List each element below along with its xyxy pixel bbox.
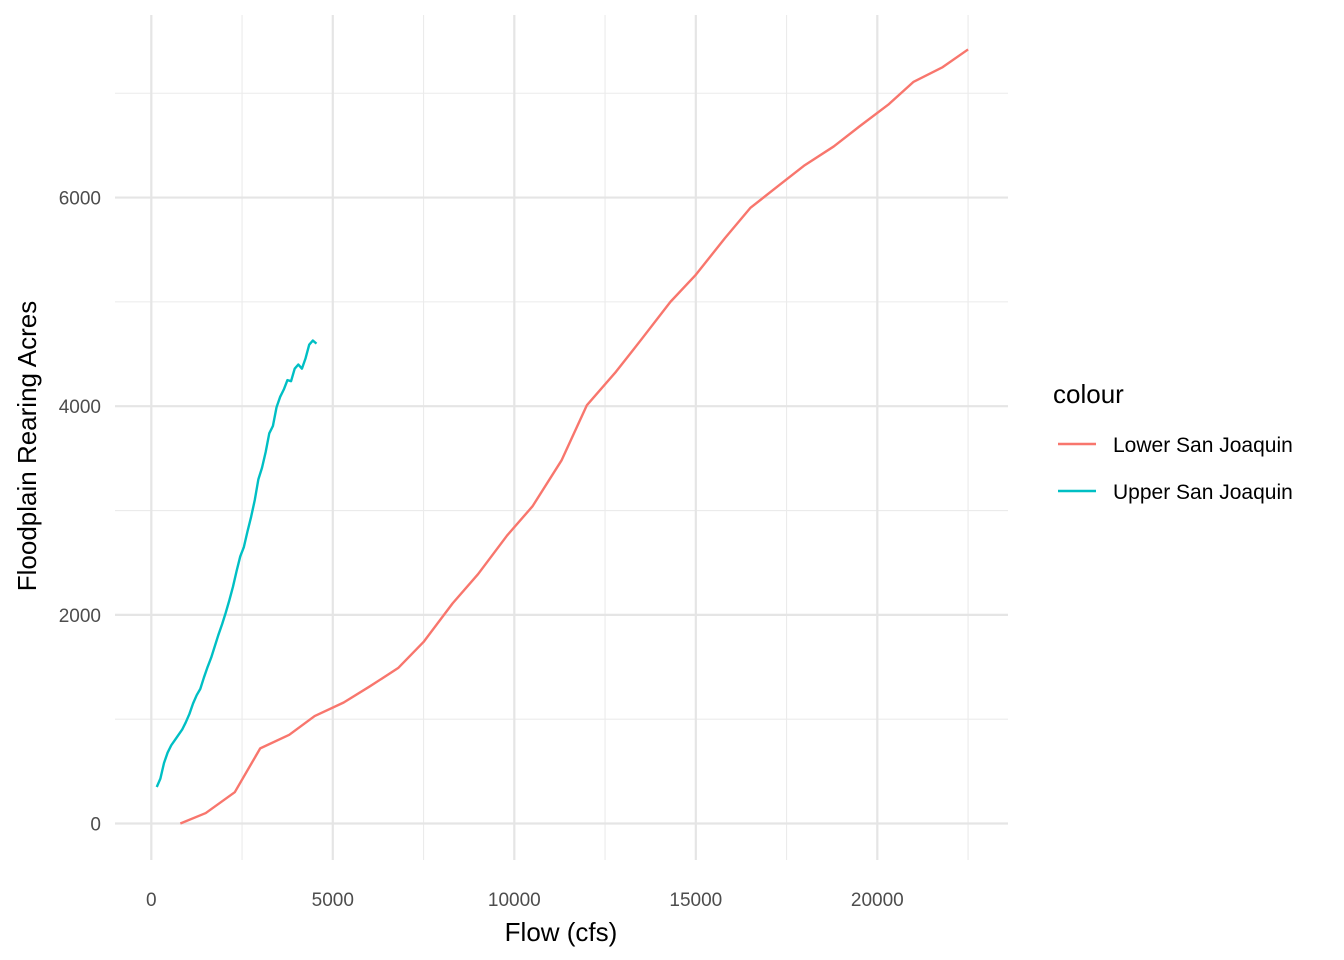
- legend: colour Lower San Joaquin Upper San Joaqui…: [1053, 379, 1293, 504]
- y-tick-label: 0: [90, 814, 101, 835]
- series-lines: [155, 48, 969, 825]
- major-gridlines: [115, 15, 1008, 860]
- series-line-upper-san-joaquin: [155, 339, 318, 788]
- x-axis-title: Flow (cfs): [505, 917, 618, 947]
- minor-gridlines: [115, 15, 1008, 860]
- x-tick-label: 0: [146, 890, 157, 911]
- series-line-lower-san-joaquin: [179, 48, 969, 825]
- legend-title: colour: [1053, 379, 1124, 409]
- y-tick-label: 6000: [59, 189, 101, 210]
- y-tick-label: 4000: [59, 397, 101, 418]
- x-tick-label: 5000: [312, 890, 354, 911]
- legend-items: Lower San Joaquin Upper San Joaquin: [1058, 434, 1293, 504]
- y-axis-tick-labels: 0 2000 4000 6000: [59, 189, 101, 836]
- x-tick-label: 20000: [851, 890, 904, 911]
- y-axis-title: Floodplain Rearing Acres: [12, 301, 42, 592]
- x-tick-label: 10000: [488, 890, 541, 911]
- y-tick-label: 2000: [59, 606, 101, 627]
- x-tick-label: 15000: [669, 890, 722, 911]
- legend-label: Upper San Joaquin: [1113, 481, 1293, 504]
- legend-label: Lower San Joaquin: [1113, 434, 1293, 457]
- x-axis-tick-labels: 0 5000 10000 15000 20000: [146, 890, 904, 911]
